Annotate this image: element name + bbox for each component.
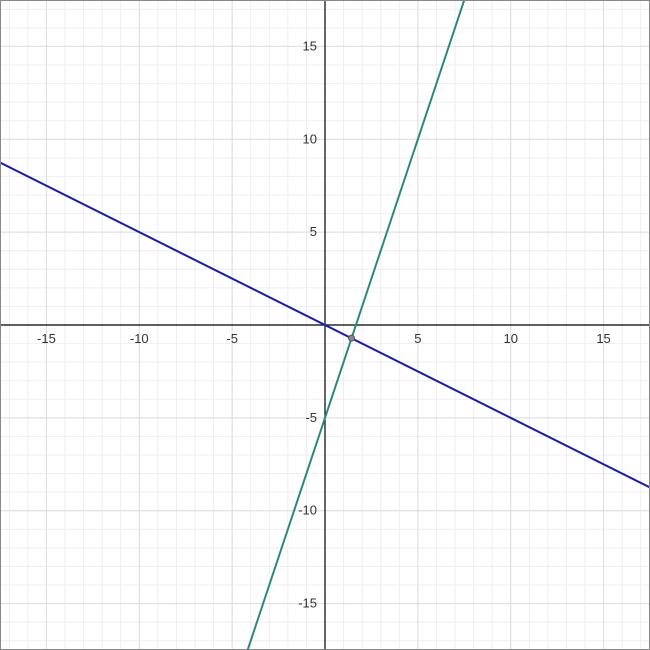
x-tick-label: 15 [596,331,610,346]
y-tick-label: 15 [303,38,317,53]
y-tick-label: 5 [310,224,317,239]
x-tick-label: 10 [503,331,517,346]
x-tick-label: -10 [130,331,149,346]
y-tick-label: -5 [305,410,317,425]
plot-svg: -15 -10 -5 5 10 15 -15 -10 -5 5 10 15 [0,0,650,650]
y-tick-label: -15 [298,596,317,611]
x-tick-label: -5 [226,331,238,346]
y-tick-label: 10 [303,131,317,146]
x-tick-label: 5 [414,331,421,346]
coordinate-plane-chart: -15 -10 -5 5 10 15 -15 -10 -5 5 10 15 [0,0,650,650]
y-tick-label: -10 [298,503,317,518]
intersection-point [349,335,355,341]
x-tick-label: -15 [37,331,56,346]
